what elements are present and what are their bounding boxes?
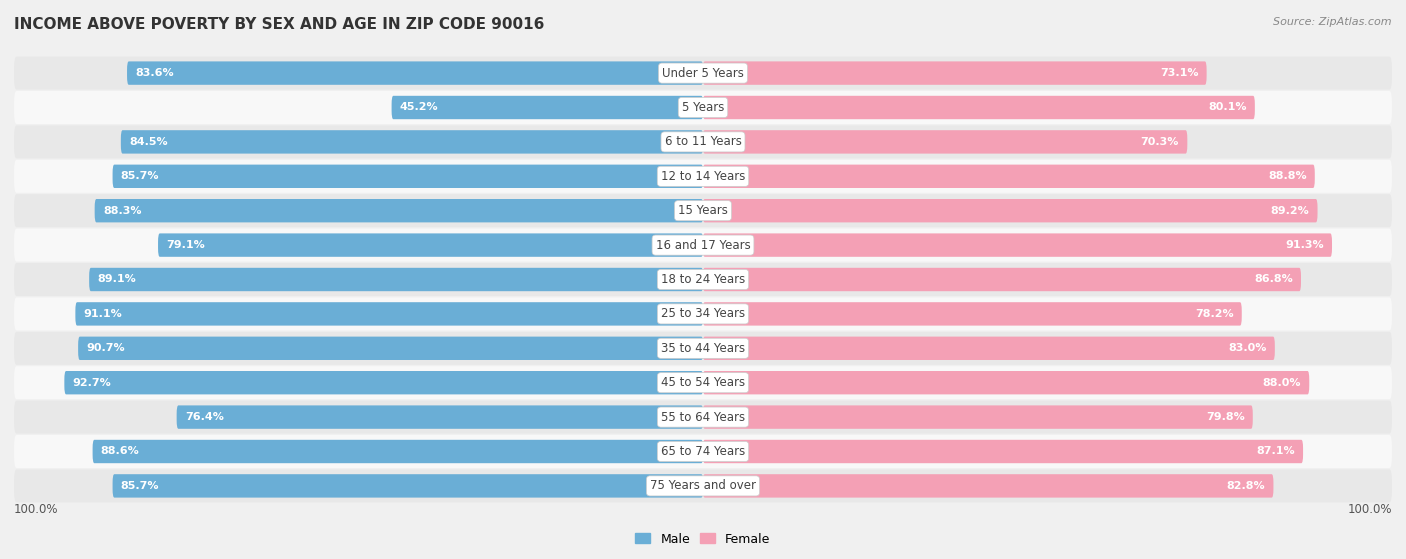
FancyBboxPatch shape: [89, 268, 703, 291]
Text: 6 to 11 Years: 6 to 11 Years: [665, 135, 741, 148]
Text: 16 and 17 Years: 16 and 17 Years: [655, 239, 751, 252]
Text: 91.1%: 91.1%: [83, 309, 122, 319]
Text: 76.4%: 76.4%: [186, 412, 224, 422]
FancyBboxPatch shape: [79, 337, 703, 360]
Text: 92.7%: 92.7%: [73, 378, 111, 388]
Text: 88.6%: 88.6%: [101, 447, 139, 457]
FancyBboxPatch shape: [93, 440, 703, 463]
Text: 25 to 34 Years: 25 to 34 Years: [661, 307, 745, 320]
FancyBboxPatch shape: [76, 302, 703, 325]
FancyBboxPatch shape: [14, 229, 1392, 262]
FancyBboxPatch shape: [157, 234, 703, 257]
Text: 18 to 24 Years: 18 to 24 Years: [661, 273, 745, 286]
Text: 88.3%: 88.3%: [103, 206, 142, 216]
Text: 88.0%: 88.0%: [1263, 378, 1301, 388]
Text: 73.1%: 73.1%: [1160, 68, 1198, 78]
FancyBboxPatch shape: [94, 199, 703, 222]
Text: 79.1%: 79.1%: [166, 240, 205, 250]
Text: 78.2%: 78.2%: [1195, 309, 1233, 319]
Text: 90.7%: 90.7%: [86, 343, 125, 353]
Text: 75 Years and over: 75 Years and over: [650, 480, 756, 492]
Text: 88.8%: 88.8%: [1268, 171, 1306, 181]
FancyBboxPatch shape: [703, 164, 1315, 188]
FancyBboxPatch shape: [703, 130, 1187, 154]
FancyBboxPatch shape: [121, 130, 703, 154]
Legend: Male, Female: Male, Female: [630, 528, 776, 551]
FancyBboxPatch shape: [703, 234, 1331, 257]
Text: 87.1%: 87.1%: [1256, 447, 1295, 457]
Text: 89.2%: 89.2%: [1271, 206, 1309, 216]
FancyBboxPatch shape: [14, 297, 1392, 330]
FancyBboxPatch shape: [703, 474, 1274, 498]
Text: 82.8%: 82.8%: [1226, 481, 1265, 491]
FancyBboxPatch shape: [14, 435, 1392, 468]
Text: Source: ZipAtlas.com: Source: ZipAtlas.com: [1274, 17, 1392, 27]
Text: 83.6%: 83.6%: [135, 68, 174, 78]
FancyBboxPatch shape: [703, 405, 1253, 429]
FancyBboxPatch shape: [392, 96, 703, 119]
Text: 80.1%: 80.1%: [1208, 102, 1247, 112]
Text: 45 to 54 Years: 45 to 54 Years: [661, 376, 745, 389]
FancyBboxPatch shape: [14, 194, 1392, 227]
Text: 100.0%: 100.0%: [14, 503, 59, 516]
FancyBboxPatch shape: [703, 61, 1206, 85]
Text: 85.7%: 85.7%: [121, 171, 159, 181]
FancyBboxPatch shape: [14, 91, 1392, 124]
Text: 55 to 64 Years: 55 to 64 Years: [661, 411, 745, 424]
Text: 35 to 44 Years: 35 to 44 Years: [661, 342, 745, 355]
Text: 100.0%: 100.0%: [1347, 503, 1392, 516]
FancyBboxPatch shape: [703, 337, 1275, 360]
Text: 12 to 14 Years: 12 to 14 Years: [661, 170, 745, 183]
Text: 86.8%: 86.8%: [1254, 274, 1292, 285]
FancyBboxPatch shape: [127, 61, 703, 85]
Text: 85.7%: 85.7%: [121, 481, 159, 491]
Text: 15 Years: 15 Years: [678, 204, 728, 217]
FancyBboxPatch shape: [65, 371, 703, 395]
FancyBboxPatch shape: [14, 332, 1392, 365]
FancyBboxPatch shape: [14, 366, 1392, 399]
FancyBboxPatch shape: [703, 199, 1317, 222]
Text: 70.3%: 70.3%: [1140, 137, 1180, 147]
FancyBboxPatch shape: [703, 371, 1309, 395]
FancyBboxPatch shape: [703, 96, 1254, 119]
FancyBboxPatch shape: [14, 125, 1392, 158]
FancyBboxPatch shape: [14, 263, 1392, 296]
Text: INCOME ABOVE POVERTY BY SEX AND AGE IN ZIP CODE 90016: INCOME ABOVE POVERTY BY SEX AND AGE IN Z…: [14, 17, 544, 32]
Text: 45.2%: 45.2%: [399, 102, 439, 112]
Text: 5 Years: 5 Years: [682, 101, 724, 114]
Text: 84.5%: 84.5%: [129, 137, 167, 147]
Text: 89.1%: 89.1%: [97, 274, 136, 285]
Text: Under 5 Years: Under 5 Years: [662, 67, 744, 79]
FancyBboxPatch shape: [177, 405, 703, 429]
FancyBboxPatch shape: [14, 401, 1392, 434]
Text: 79.8%: 79.8%: [1206, 412, 1244, 422]
FancyBboxPatch shape: [112, 164, 703, 188]
Text: 91.3%: 91.3%: [1285, 240, 1323, 250]
FancyBboxPatch shape: [14, 160, 1392, 193]
FancyBboxPatch shape: [703, 268, 1301, 291]
FancyBboxPatch shape: [14, 56, 1392, 89]
FancyBboxPatch shape: [703, 302, 1241, 325]
FancyBboxPatch shape: [14, 470, 1392, 503]
Text: 65 to 74 Years: 65 to 74 Years: [661, 445, 745, 458]
Text: 83.0%: 83.0%: [1229, 343, 1267, 353]
FancyBboxPatch shape: [703, 440, 1303, 463]
FancyBboxPatch shape: [112, 474, 703, 498]
